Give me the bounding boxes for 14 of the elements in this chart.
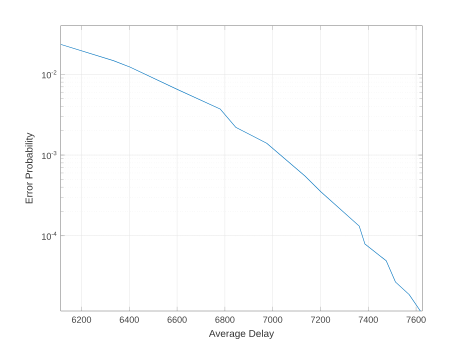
x-tick-label: 6600 bbox=[168, 316, 187, 323]
y-axis-title: Error Probability bbox=[25, 132, 35, 204]
x-tick-label: 6400 bbox=[120, 316, 139, 323]
x-tick-label: 7200 bbox=[310, 316, 330, 323]
x-tick-label: 6200 bbox=[72, 316, 92, 323]
y-tick-label: 10$^{-3}$ bbox=[42, 151, 56, 160]
x-tick-label: 7000 bbox=[263, 316, 282, 323]
x-tick-label: 6800 bbox=[215, 316, 235, 323]
y-tick-label: 10$^{-2}$ bbox=[42, 70, 56, 78]
x-tick-label: 7400 bbox=[358, 316, 378, 323]
line-series bbox=[60, 44, 421, 312]
x-tick-label: 7600 bbox=[406, 316, 426, 323]
x-axis-title: Average Delay bbox=[208, 330, 274, 339]
y-tick-label: 10$^{-4}$ bbox=[42, 232, 57, 240]
